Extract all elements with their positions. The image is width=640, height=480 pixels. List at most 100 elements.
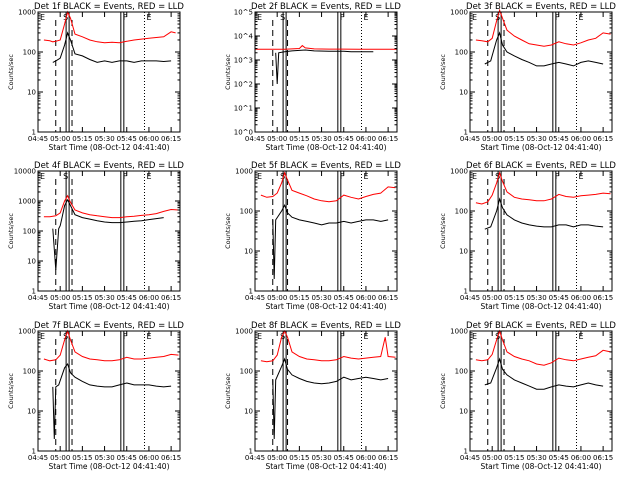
x-tick-label: 05:45 (117, 294, 137, 302)
series-events (52, 362, 172, 440)
y-tick-label: 1000 (18, 328, 36, 336)
y-axis-label: Counts/sec (439, 54, 447, 90)
y-tick-label: 10 (459, 89, 468, 97)
marker-label: F (123, 172, 128, 181)
series-events (484, 197, 604, 230)
y-tick-label: 100 (23, 228, 36, 236)
x-tick-label: 05:00 (50, 135, 70, 143)
x-tick-label: 05:30 (311, 135, 331, 143)
y-tick-label: 100 (455, 49, 468, 57)
y-tick-label: 10000 (14, 168, 36, 176)
y-tick-label: 100 (240, 208, 253, 216)
marker-label: F (340, 172, 345, 181)
panel-title: Det 3f BLACK = Events, RED = LLD (466, 2, 616, 12)
y-tick-label: 1 (249, 448, 253, 456)
y-tick-label: 1000 (18, 198, 36, 206)
plot-frame (469, 170, 613, 292)
marker-label: E (472, 172, 477, 181)
x-tick-label: 05:00 (50, 454, 70, 462)
x-tick-label: 05:00 (482, 135, 502, 143)
marker-label: E (147, 13, 152, 22)
series-lld (255, 44, 397, 50)
x-tick-label: 05:00 (50, 294, 70, 302)
x-axis-label: Start Time (08-Oct-12 04:41:40) (48, 462, 169, 471)
x-tick-label: 05:30 (311, 294, 331, 302)
marker-label: F (555, 13, 560, 22)
marker-label: F (340, 13, 345, 22)
marker-label: F (340, 332, 345, 341)
y-tick-label: 10 (27, 89, 36, 97)
plot-frame (254, 170, 398, 292)
marker-label: E (579, 13, 584, 22)
plot-frame (254, 11, 398, 133)
y-tick-label: 100 (23, 49, 36, 57)
marker-label: E (257, 13, 262, 22)
x-tick-label: 05:45 (117, 135, 137, 143)
y-tick-label: 100 (455, 368, 468, 376)
x-tick-label: 05:30 (94, 294, 114, 302)
y-tick-label: 1 (32, 288, 36, 296)
x-tick-label: 06:15 (161, 135, 181, 143)
x-tick-label: 06:15 (593, 135, 613, 143)
series-lld (43, 10, 176, 44)
x-tick-label: 06:00 (356, 294, 376, 302)
marker-label: S (63, 172, 68, 181)
x-tick-label: 06:00 (571, 135, 591, 143)
x-tick-label: 06:15 (378, 135, 398, 143)
y-tick-label: 100 (23, 368, 36, 376)
y-tick-label: 1000 (450, 9, 468, 17)
y-tick-label: 10^0 (234, 129, 253, 137)
y-tick-label: 100 (455, 208, 468, 216)
x-tick-label: 05:15 (289, 294, 309, 302)
x-tick-label: 05:30 (526, 454, 546, 462)
x-tick-label: 04:45 (460, 294, 480, 302)
y-tick-label: 1 (464, 448, 468, 456)
panel-title: Det 6f BLACK = Events, RED = LLD (466, 161, 616, 171)
marker-label: E (364, 13, 369, 22)
x-tick-label: 05:00 (267, 454, 287, 462)
y-axis-label: Counts/sec (439, 373, 447, 409)
x-tick-label: 06:15 (593, 454, 613, 462)
marker-label: E (257, 332, 262, 341)
marker-label: E (472, 332, 477, 341)
x-tick-label: 04:45 (28, 454, 48, 462)
panel-title: Det 5f BLACK = Events, RED = LLD (251, 161, 401, 171)
y-axis-label: Counts/sec (224, 54, 232, 90)
y-axis-label: Counts/sec (224, 373, 232, 409)
x-tick-label: 04:45 (460, 454, 480, 462)
x-tick-label: 05:30 (311, 454, 331, 462)
panel-title: Det 2f BLACK = Events, RED = LLD (251, 2, 401, 12)
x-axis-label: Start Time (08-Oct-12 04:41:40) (265, 143, 386, 152)
marker-label: F (555, 332, 560, 341)
marker-label: E (40, 13, 45, 22)
marker-label: S (63, 13, 68, 22)
x-tick-label: 04:45 (245, 135, 265, 143)
x-tick-label: 06:00 (356, 454, 376, 462)
marker-label: E (472, 13, 477, 22)
x-tick-label: 05:45 (549, 294, 569, 302)
x-tick-label: 06:15 (593, 294, 613, 302)
plot-frame (37, 330, 181, 452)
y-tick-label: 10^1 (234, 105, 253, 113)
y-tick-label: 1000 (235, 168, 253, 176)
series-events (484, 357, 604, 390)
marker-label: S (280, 332, 285, 341)
series-events (52, 31, 172, 63)
x-tick-label: 04:45 (245, 454, 265, 462)
x-tick-label: 05:00 (267, 294, 287, 302)
y-tick-label: 1000 (235, 328, 253, 336)
x-tick-label: 05:00 (482, 454, 502, 462)
series-events (275, 49, 374, 85)
marker-label: E (40, 172, 45, 181)
x-tick-label: 06:00 (571, 294, 591, 302)
y-tick-label: 10^5 (234, 9, 253, 17)
marker-label: S (280, 13, 285, 22)
marker-label: E (364, 332, 369, 341)
x-tick-label: 05:15 (504, 454, 524, 462)
